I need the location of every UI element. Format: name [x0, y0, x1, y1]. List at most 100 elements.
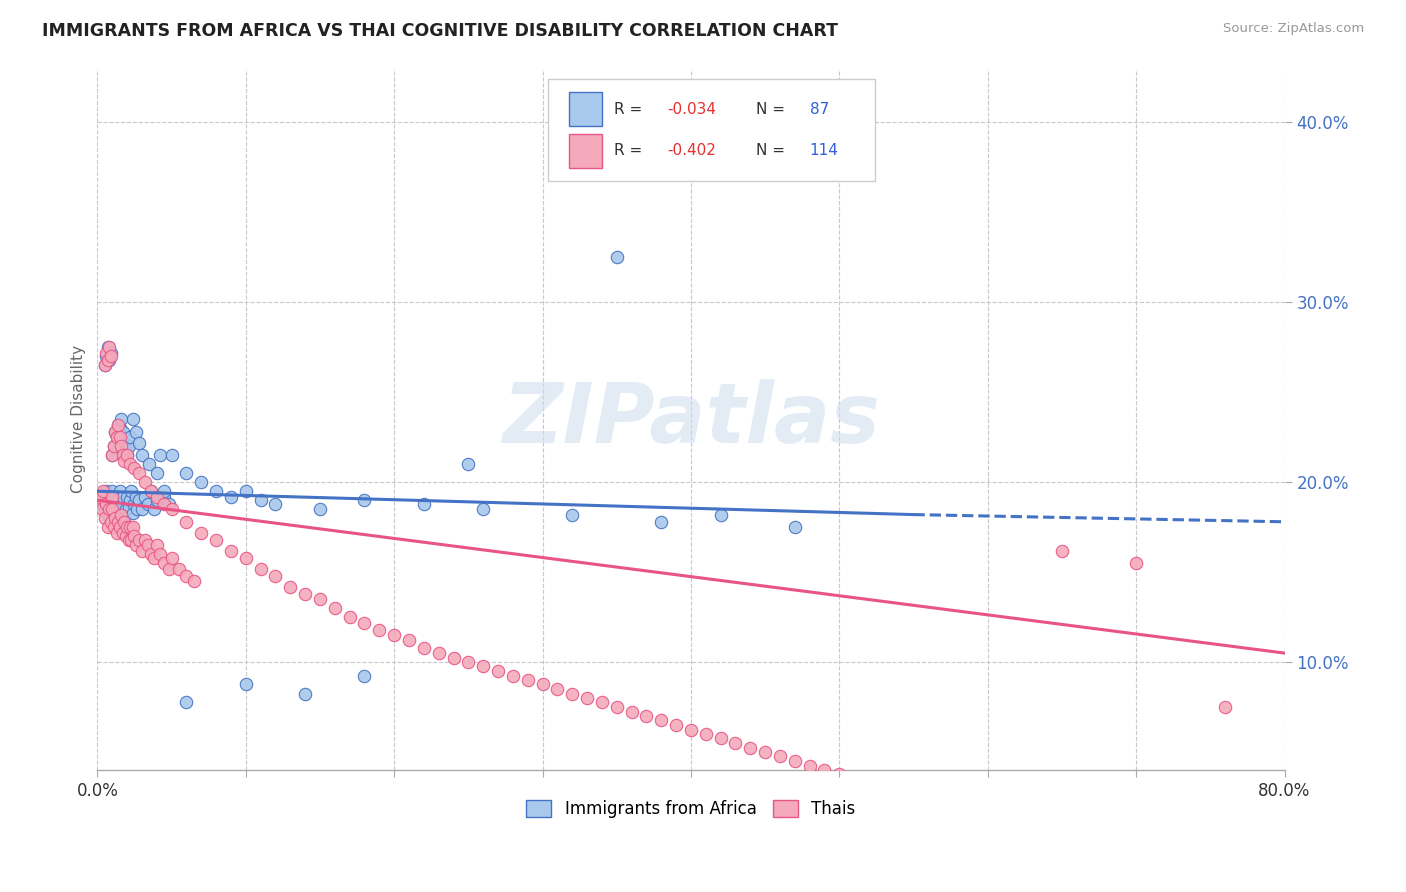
Point: [115, 520, 138, 534]
Point: [134, 475, 156, 490]
Point: [112, 435, 135, 450]
Point: [412, 497, 434, 511]
Y-axis label: Cognitive Disability: Cognitive Disability: [72, 345, 86, 493]
Point: [249, 561, 271, 575]
Point: [90, 502, 112, 516]
Point: [115, 490, 138, 504]
Point: [118, 457, 141, 471]
Point: [103, 439, 125, 453]
Point: [486, 664, 509, 678]
Point: [128, 435, 150, 450]
Point: [145, 493, 167, 508]
Point: [606, 700, 628, 714]
Point: [278, 580, 301, 594]
Point: [101, 502, 124, 516]
Point: [145, 467, 167, 481]
Point: [783, 520, 806, 534]
Bar: [568, 92, 602, 126]
Point: [98, 500, 121, 515]
Point: [235, 676, 257, 690]
Point: [190, 475, 212, 490]
Point: [157, 561, 180, 575]
Point: [98, 502, 121, 516]
Point: [264, 497, 287, 511]
Text: -0.034: -0.034: [668, 102, 716, 117]
Point: [94, 511, 117, 525]
Point: [104, 511, 127, 525]
Point: [91, 490, 114, 504]
Point: [105, 502, 128, 516]
Point: [769, 748, 792, 763]
Point: [443, 651, 465, 665]
Point: [122, 520, 145, 534]
Point: [97, 493, 120, 508]
Point: [142, 502, 165, 516]
Point: [101, 448, 124, 462]
Bar: [568, 134, 602, 168]
Point: [114, 502, 136, 516]
Point: [97, 352, 120, 367]
Point: [606, 251, 628, 265]
Point: [108, 484, 131, 499]
Point: [105, 430, 128, 444]
Point: [104, 490, 127, 504]
Point: [97, 508, 120, 522]
Point: [111, 525, 134, 540]
Point: [427, 646, 450, 660]
Point: [1303, 748, 1326, 763]
Point: [142, 550, 165, 565]
Point: [112, 515, 135, 529]
Point: [112, 453, 135, 467]
Point: [710, 731, 733, 745]
Point: [117, 439, 139, 453]
Point: [118, 493, 141, 508]
Point: [160, 550, 183, 565]
Point: [139, 484, 162, 499]
Point: [122, 506, 145, 520]
Point: [124, 529, 146, 543]
Point: [134, 490, 156, 504]
Point: [740, 741, 762, 756]
Point: [100, 515, 122, 529]
Point: [105, 430, 128, 444]
Point: [125, 490, 148, 504]
Point: [472, 502, 495, 516]
Point: [157, 497, 180, 511]
Text: 87: 87: [810, 102, 830, 117]
Point: [219, 490, 242, 504]
Point: [176, 467, 198, 481]
Point: [101, 484, 124, 499]
Point: [502, 669, 524, 683]
Text: ZIPatlas: ZIPatlas: [502, 379, 880, 459]
Legend: Immigrants from Africa, Thais: Immigrants from Africa, Thais: [520, 793, 862, 825]
Point: [108, 430, 131, 444]
Point: [1125, 556, 1147, 570]
Point: [136, 538, 159, 552]
FancyBboxPatch shape: [548, 79, 875, 181]
Point: [115, 448, 138, 462]
Point: [309, 592, 332, 607]
Point: [100, 345, 122, 359]
Point: [128, 493, 150, 508]
Point: [219, 543, 242, 558]
Text: IMMIGRANTS FROM AFRICA VS THAI COGNITIVE DISABILITY CORRELATION CHART: IMMIGRANTS FROM AFRICA VS THAI COGNITIVE…: [42, 22, 838, 40]
Point: [724, 736, 747, 750]
Text: -0.402: -0.402: [668, 144, 716, 158]
Point: [176, 695, 198, 709]
Text: Source: ZipAtlas.com: Source: ZipAtlas.com: [1223, 22, 1364, 36]
Point: [183, 574, 205, 589]
Point: [131, 448, 153, 462]
Point: [104, 511, 127, 525]
Point: [107, 493, 129, 508]
Point: [339, 610, 361, 624]
Point: [235, 484, 257, 499]
Point: [205, 533, 228, 547]
Point: [294, 688, 316, 702]
Point: [96, 497, 118, 511]
Point: [107, 515, 129, 529]
Point: [104, 425, 127, 439]
Point: [98, 340, 121, 354]
Point: [353, 615, 375, 630]
Point: [91, 484, 114, 499]
Point: [167, 561, 190, 575]
